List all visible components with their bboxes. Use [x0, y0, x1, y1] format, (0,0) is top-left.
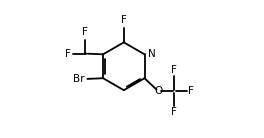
Text: Br: Br — [73, 74, 85, 84]
Text: F: F — [121, 15, 127, 25]
Text: F: F — [65, 49, 71, 59]
Text: F: F — [171, 66, 177, 75]
Text: O: O — [154, 86, 163, 96]
Text: F: F — [171, 107, 177, 117]
Text: F: F — [187, 86, 194, 96]
Text: F: F — [82, 27, 88, 37]
Text: N: N — [148, 49, 155, 59]
